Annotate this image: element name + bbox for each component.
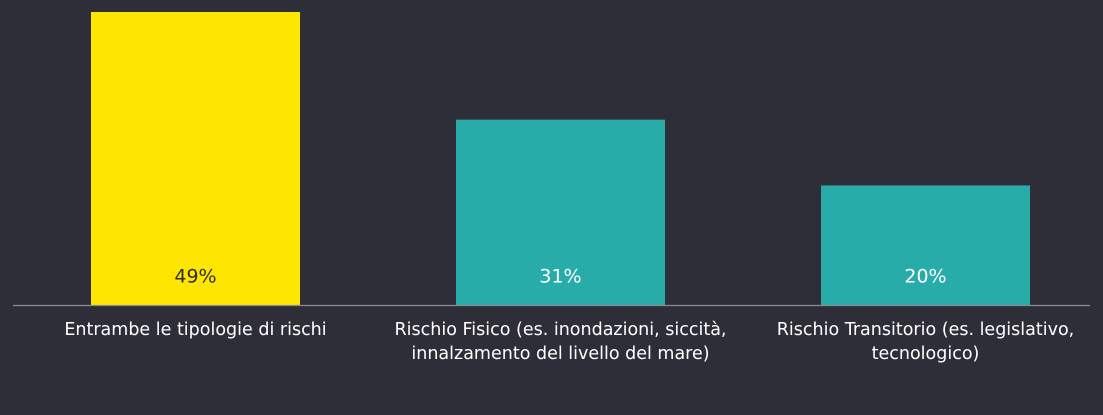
bar — [91, 12, 300, 305]
bar — [456, 119, 665, 305]
value-label: 20% — [904, 266, 946, 288]
value-label: 31% — [539, 266, 581, 288]
bar — [821, 185, 1030, 305]
x-tick-label: Rischio Transitorio (es. legislativo, te… — [776, 320, 1075, 364]
x-tick-label: Rischio Fisico (es. inondazioni, siccità… — [394, 320, 727, 364]
value-label: 49% — [174, 266, 216, 288]
x-tick-label: Entrambe le tipologie di rischi — [64, 320, 327, 340]
